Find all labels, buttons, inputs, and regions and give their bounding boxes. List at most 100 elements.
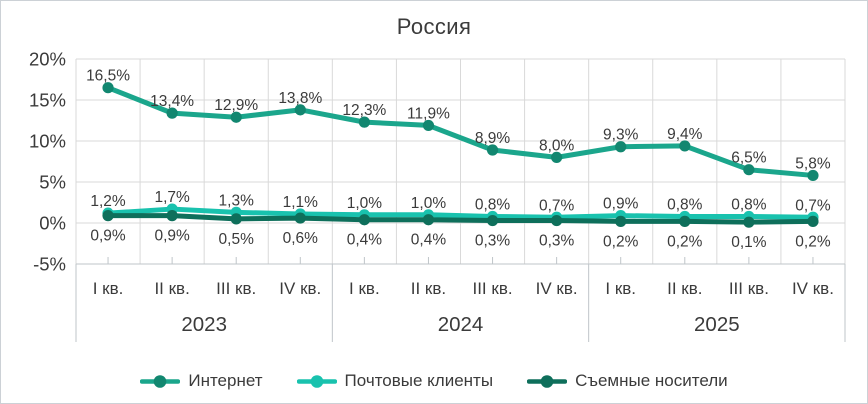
quarter-label: III кв. (472, 279, 512, 298)
year-label: 2023 (181, 313, 227, 336)
data-label: 0,8% (667, 196, 703, 213)
data-label: 0,5% (219, 231, 255, 248)
quarter-label: I кв. (93, 279, 124, 298)
quarter-label: II кв. (411, 279, 446, 298)
series-0 (102, 82, 819, 182)
data-label: 0,1% (731, 234, 767, 251)
data-label: 12,9% (214, 97, 258, 114)
data-label: 0,9% (90, 228, 126, 245)
data-point (743, 216, 755, 228)
data-label: 6,5% (731, 150, 767, 167)
data-point (166, 107, 178, 119)
data-point (102, 82, 114, 94)
data-label: 0,2% (603, 233, 639, 250)
data-labels-2: 0,9% 0,9% 0,5% 0,6% 0,4% 0,4% 0,3% 0,3% 0,2% 0,2%… (90, 228, 830, 252)
y-tick-label: 15% (29, 90, 66, 111)
data-label: 8,0% (539, 137, 575, 154)
data-point (743, 164, 755, 176)
data-label: 0,8% (731, 196, 767, 213)
data-point (679, 215, 691, 227)
quarter-label: I кв. (605, 279, 636, 298)
legend-item-2: Съемные носители (527, 371, 728, 391)
data-point (807, 169, 819, 182)
data-label: 0,9% (154, 228, 190, 245)
legend-marker-icon (527, 374, 568, 388)
data-label: 1,7% (154, 189, 190, 206)
data-label: 12,3% (342, 102, 386, 119)
data-point (807, 215, 819, 227)
data-point (230, 111, 242, 123)
data-point (358, 116, 370, 128)
data-label: 0,3% (539, 233, 575, 250)
data-point (102, 210, 114, 222)
data-label: 16,5% (86, 68, 130, 85)
data-label: 0,2% (795, 233, 831, 250)
y-tick-label: -5% (33, 254, 66, 275)
data-label: 8,9% (475, 130, 511, 147)
legend-marker-icon (296, 374, 337, 388)
data-point (294, 212, 306, 224)
data-point (166, 210, 178, 222)
data-label: 1,3% (219, 192, 255, 209)
legend-label: Съемные носители (575, 371, 728, 390)
data-label: 1,0% (347, 195, 383, 212)
data-point (294, 104, 306, 116)
quarter-label: IV кв. (792, 279, 834, 298)
data-point (551, 214, 563, 227)
gridlines (75, 58, 846, 265)
data-label: 0,2% (667, 233, 703, 250)
data-point (551, 151, 563, 163)
y-tick-label: 10% (29, 131, 66, 152)
year-label: 2024 (438, 313, 484, 336)
data-point (358, 214, 370, 226)
x-axis-ticks (75, 257, 846, 342)
data-label: 1,0% (411, 195, 447, 212)
quarter-labels: I кв. II кв. III кв. IV кв. I кв. II кв. III к… (93, 279, 834, 298)
data-label: 0,7% (539, 197, 575, 214)
data-label: 0,7% (795, 197, 831, 214)
quarter-label: III кв. (216, 279, 256, 298)
data-point (615, 141, 627, 153)
data-labels-0: 16,5% 13,4% 12,9% 13,8% 12,3% 11,9% 8,9% 8,0% 9,… (86, 68, 831, 173)
quarter-label: IV кв. (279, 279, 321, 298)
data-labels-1: 1,2% 1,7% 1,3% 1,1% 1,0% 1,0% 0,8% 0,7% 0,9% 0,8%… (90, 189, 830, 214)
data-point (486, 144, 499, 156)
legend-label: Почтовые клиенты (344, 371, 494, 390)
data-label: 9,3% (603, 127, 639, 144)
legend-marker-icon (140, 374, 181, 388)
data-label: 13,4% (150, 93, 194, 110)
series-line (105, 213, 816, 225)
data-label: 13,8% (278, 90, 322, 107)
y-tick-label: 5% (39, 172, 66, 193)
data-point (422, 119, 435, 132)
quarter-label: IV кв. (536, 279, 578, 298)
data-point (615, 215, 627, 227)
chart-legend: Интернет Почтовые клиенты Съемные носители (1, 371, 867, 391)
y-tick-label: 0% (39, 213, 66, 234)
y-axis-labels: 20% 15% 10% 5% 0% -5% (29, 49, 66, 275)
legend-item-1: Почтовые клиенты (296, 371, 494, 391)
data-label: 0,6% (283, 230, 319, 247)
data-label: 1,2% (90, 193, 126, 210)
chart-title: Россия (396, 14, 472, 39)
data-point (230, 213, 242, 225)
quarter-label: III кв. (729, 279, 769, 298)
quarter-label: II кв. (154, 279, 189, 298)
data-label: 9,4% (667, 126, 703, 143)
data-label: 11,9% (407, 105, 450, 122)
data-point (422, 214, 435, 226)
data-label: 1,1% (283, 194, 319, 211)
data-label: 0,8% (475, 196, 511, 213)
data-label: 0,4% (411, 232, 447, 249)
data-label: 0,9% (603, 196, 639, 213)
series-2 (102, 210, 819, 228)
legend-label: Интернет (188, 371, 263, 390)
quarter-label: II кв. (667, 279, 702, 298)
data-point (679, 140, 691, 152)
series-line (105, 206, 816, 220)
data-point (486, 214, 499, 227)
series-line (105, 85, 816, 178)
quarter-label: I кв. (349, 279, 380, 298)
